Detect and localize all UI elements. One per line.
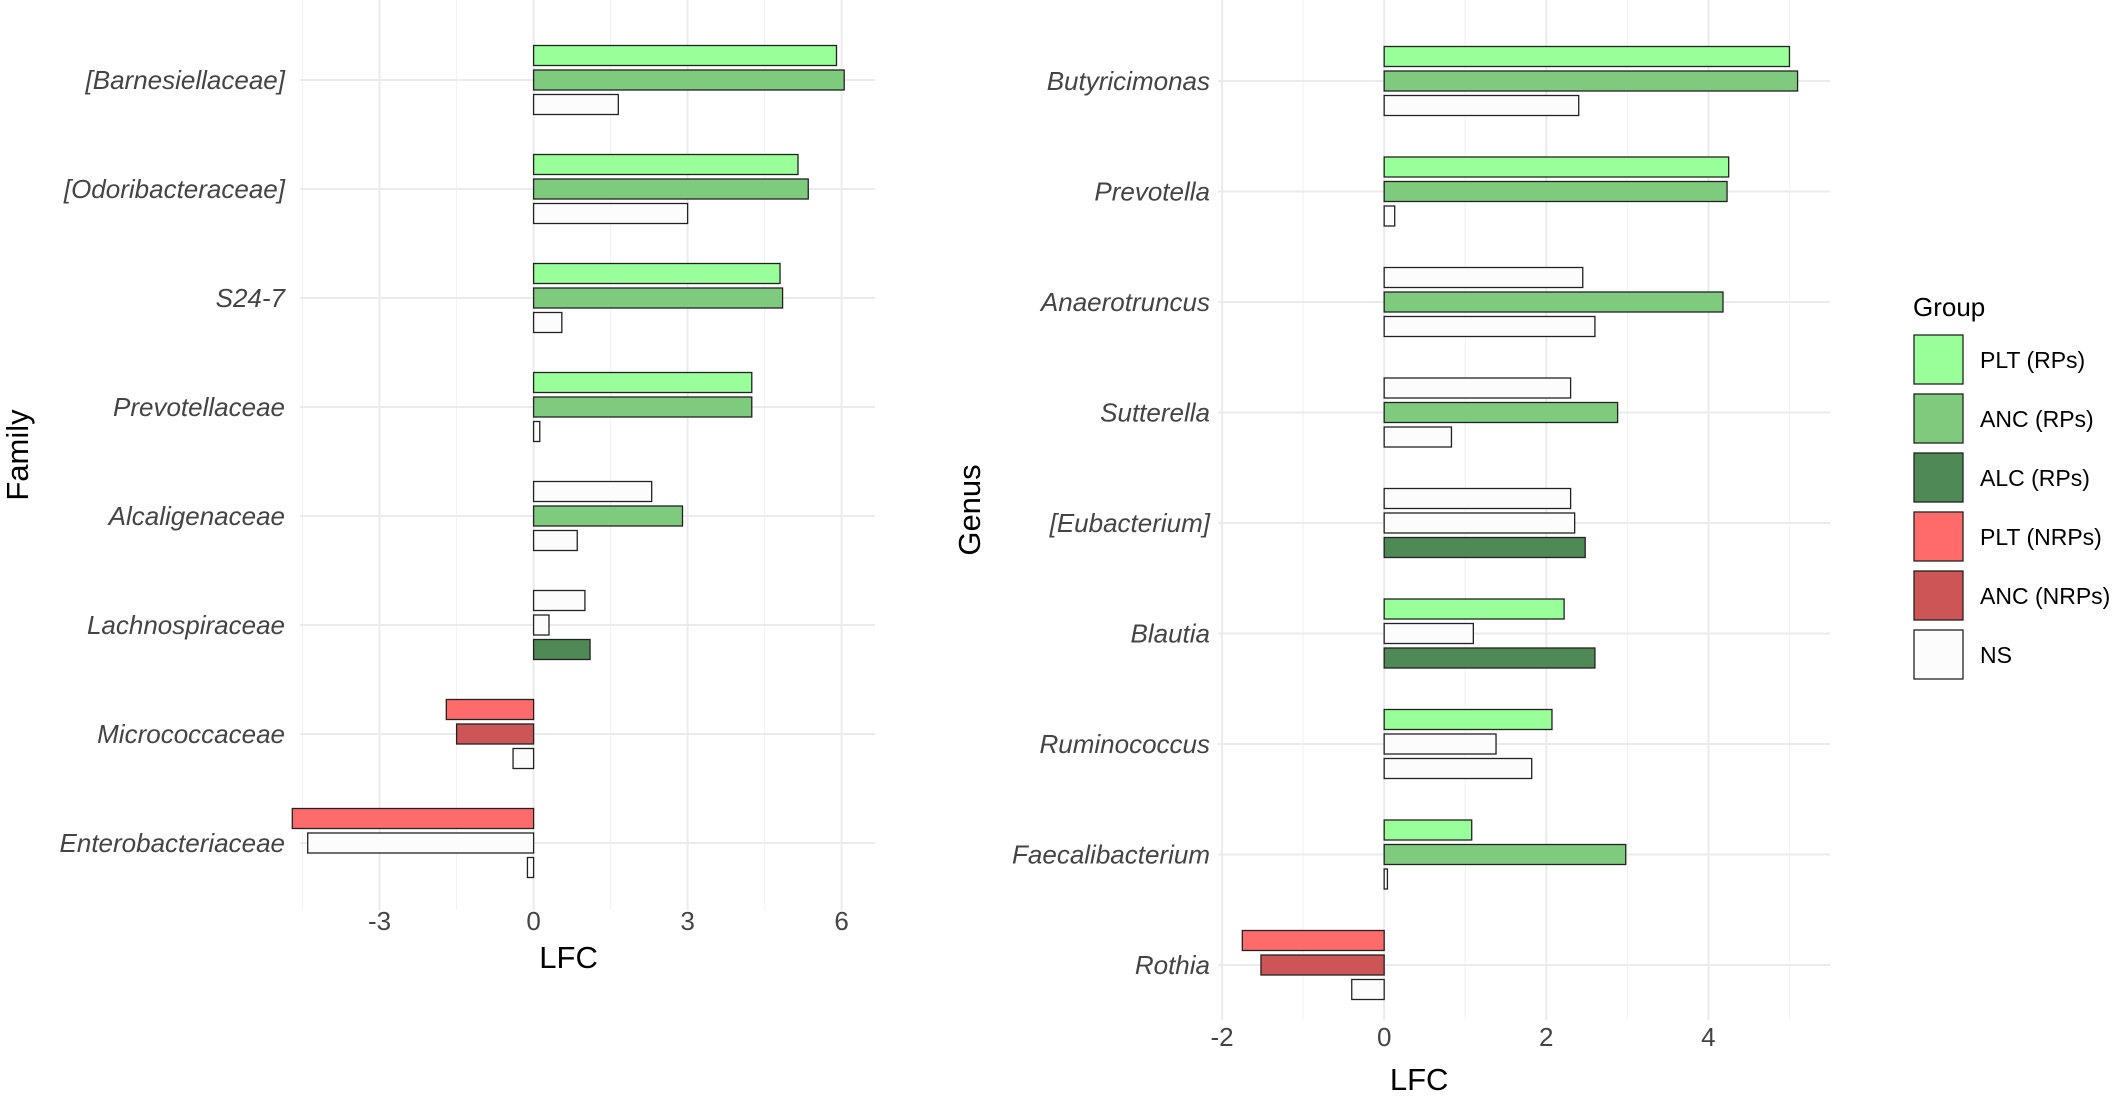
legend-label-alc-rps: ALC (RPs) xyxy=(1980,465,2090,491)
genus-bar-faecalibacterium-ns xyxy=(1383,868,1389,890)
family-bar-micrococcaceae-anc-nrps xyxy=(455,723,535,745)
genus-bar-ruminococcus-ns xyxy=(1383,733,1497,755)
family-category-label: Alcaligenaceae xyxy=(107,501,285,531)
family-bar-s24-7-anc-rps xyxy=(532,287,784,309)
family-category-label: Prevotellaceae xyxy=(113,392,285,422)
genus-bar-eubacterium-ns xyxy=(1383,512,1576,534)
family-bar-enterobacteriaceae-ns xyxy=(526,856,535,879)
genus-x-axis-title: LFC xyxy=(1390,1062,1449,1097)
legend-label-plt-nrps: PLT (NRPs) xyxy=(1980,524,2102,550)
legend-swatch-plt-nrps xyxy=(1913,511,1964,562)
family-x-tick-label: 6 xyxy=(834,906,848,936)
legend-label-plt-rps: PLT (RPs) xyxy=(1980,347,2085,373)
legend-swatch-anc-nrps xyxy=(1913,570,1964,621)
family-bar-enterobacteriaceae-plt-nrps xyxy=(291,807,535,830)
family-category-label: Lachnospiraceae xyxy=(87,610,285,640)
genus-bar-ruminococcus-ns xyxy=(1383,757,1533,780)
family-category-label: S24-7 xyxy=(216,283,287,313)
family-bar-barnesiellaceae-plt-rps xyxy=(532,44,838,67)
legend-swatch-alc-rps xyxy=(1913,452,1964,503)
family-x-axis-title: LFC xyxy=(539,940,598,975)
family-bar-micrococcaceae-plt-nrps xyxy=(445,698,535,721)
family-x-tick-label: -3 xyxy=(368,906,391,936)
genus-panel: Butyricimonas Prevotella Anaerotruncus Sutt… xyxy=(952,0,1830,1097)
legend-swatch-plt-rps xyxy=(1913,334,1964,385)
family-category-label: [Odoribacteraceae] xyxy=(63,174,286,204)
group-legend: Group PLT (RPs) ANC (RPs) ALC (RPs) PLT (NR… xyxy=(1913,292,2110,680)
genus-bar-anaerotruncus-ns xyxy=(1383,266,1584,289)
legend-label-anc-rps: ANC (RPs) xyxy=(1980,406,2094,432)
genus-x-tick-label: 4 xyxy=(1701,1022,1715,1052)
genus-category-label: [Eubacterium] xyxy=(1049,508,1211,538)
legend-label-ns: NS xyxy=(1980,642,2012,668)
family-bar-prevotellaceae-plt-rps xyxy=(532,371,753,394)
family-bar-barnesiellaceae-anc-rps xyxy=(532,69,845,91)
genus-y-axis-title: Genus xyxy=(952,464,987,555)
genus-category-label: Rothia xyxy=(1135,950,1210,980)
genus-category-label: Prevotella xyxy=(1094,177,1210,207)
family-bar-lachnospiraceae-ns xyxy=(532,589,586,612)
genus-bar-sutterella-anc-rps xyxy=(1383,401,1619,424)
legend-swatch-ns xyxy=(1913,629,1964,680)
legend-title: Group xyxy=(1913,292,1985,322)
genus-x-tick-label: 0 xyxy=(1377,1022,1391,1052)
genus-x-tick-label: -2 xyxy=(1210,1022,1233,1052)
genus-bar-anaerotruncus-ns xyxy=(1383,315,1596,338)
genus-bar-sutterella-ns xyxy=(1383,426,1453,448)
family-bar-odoribacteraceae-ns xyxy=(532,202,689,225)
genus-bar-butyricimonas-plt-rps xyxy=(1383,45,1791,68)
family-category-label: Micrococcaceae xyxy=(97,719,285,749)
family-bar-s24-7-plt-rps xyxy=(532,262,781,285)
family-bar-alcaligenaceae-ns xyxy=(532,480,653,503)
genus-category-label: Ruminococcus xyxy=(1039,729,1210,759)
genus-bar-eubacterium-alc-rps xyxy=(1383,536,1586,559)
genus-bar-prevotella-anc-rps xyxy=(1383,180,1728,203)
genus-category-label: Sutterella xyxy=(1100,398,1210,428)
genus-bar-ruminococcus-plt-rps xyxy=(1383,708,1553,731)
genus-bar-prevotella-ns xyxy=(1383,205,1396,227)
genus-category-label: Faecalibacterium xyxy=(1012,840,1210,870)
family-bar-lachnospiraceae-ns xyxy=(532,614,550,636)
family-category-label: Enterobacteriaceae xyxy=(60,828,285,858)
family-bar-barnesiellaceae-ns xyxy=(532,93,619,116)
genus-bar-eubacterium-ns xyxy=(1383,487,1572,510)
genus-bar-anaerotruncus-anc-rps xyxy=(1383,291,1724,313)
genus-bar-prevotella-plt-rps xyxy=(1383,156,1730,178)
genus-bar-faecalibacterium-plt-rps xyxy=(1383,819,1473,841)
legend-swatch-anc-rps xyxy=(1913,393,1964,444)
family-bar-alcaligenaceae-ns xyxy=(532,529,578,552)
genus-bar-blautia-ns xyxy=(1383,622,1474,645)
family-x-tick-label: 0 xyxy=(526,906,540,936)
genus-bar-butyricimonas-ns xyxy=(1383,94,1580,117)
genus-bar-rothia-plt-nrps xyxy=(1241,929,1385,952)
genus-category-label: Anaerotruncus xyxy=(1039,287,1210,317)
genus-x-tick-label: 2 xyxy=(1539,1022,1553,1052)
family-bar-lachnospiraceae-alc-rps xyxy=(532,638,591,661)
family-bar-enterobacteriaceae-ns xyxy=(307,832,535,854)
family-y-axis-title: Family xyxy=(0,409,35,501)
family-bar-micrococcaceae-ns xyxy=(512,747,535,770)
family-x-tick-label: 3 xyxy=(680,906,694,936)
legend-label-anc-nrps: ANC (NRPs) xyxy=(1980,583,2110,609)
family-bar-prevotellaceae-ns xyxy=(532,420,541,443)
family-bar-alcaligenaceae-anc-rps xyxy=(532,505,684,527)
genus-bar-butyricimonas-anc-rps xyxy=(1383,70,1799,92)
genus-bar-rothia-ns xyxy=(1351,978,1385,1001)
genus-bar-faecalibacterium-anc-rps xyxy=(1383,843,1627,866)
genus-bar-sutterella-ns xyxy=(1383,377,1572,399)
genus-category-label: Butyricimonas xyxy=(1047,66,1210,96)
genus-bar-rothia-anc-nrps xyxy=(1260,954,1385,976)
family-panel: [Barnesiellaceae] [Odoribacteraceae] S24-7… xyxy=(0,0,875,975)
family-bar-prevotellaceae-anc-rps xyxy=(532,396,753,418)
family-bar-odoribacteraceae-plt-rps xyxy=(532,153,799,176)
genus-category-label: Blautia xyxy=(1131,619,1211,649)
family-bar-odoribacteraceae-anc-rps xyxy=(532,178,809,200)
family-bar-s24-7-ns xyxy=(532,311,563,334)
genus-bar-blautia-alc-rps xyxy=(1383,647,1596,669)
family-category-label: [Barnesiellaceae] xyxy=(85,65,286,95)
genus-bar-blautia-plt-rps xyxy=(1383,598,1565,620)
